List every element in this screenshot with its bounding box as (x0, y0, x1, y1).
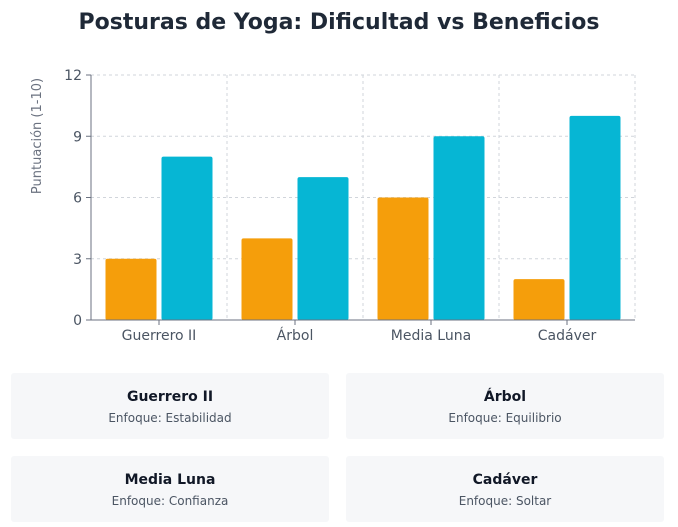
y-axis-label: Puntuación (1-10) (30, 78, 45, 194)
bar-series-1-3 (513, 279, 565, 320)
y-tick-label: 6 (73, 191, 82, 207)
y-tick-label: 9 (73, 129, 82, 145)
pose-card-cadaver: Cadáver Enfoque: Soltar (346, 456, 664, 522)
bar-series-2-1 (297, 177, 349, 320)
y-tick-label: 3 (73, 252, 82, 268)
pose-card-focus: Enfoque: Confianza (111, 494, 229, 508)
bar-series-1-0 (105, 258, 157, 320)
pose-card-focus: Enfoque: Equilibrio (448, 411, 562, 425)
pose-card-focus: Enfoque: Estabilidad (108, 411, 232, 425)
x-tick-label: Guerrero II (122, 328, 197, 344)
pose-card-title: Árbol (483, 389, 527, 405)
x-tick-label: Árbol (277, 327, 314, 344)
pose-card-title: Media Luna (124, 472, 216, 488)
bar-series-1-2 (377, 197, 429, 320)
pose-card-media-luna: Media Luna Enfoque: Confianza (11, 456, 329, 522)
bar-series-1-1 (241, 238, 293, 320)
bar-series-2-3 (569, 115, 621, 320)
x-tick-label: Media Luna (391, 328, 471, 344)
y-tick-label: 0 (73, 313, 82, 329)
pose-card-title: Cadáver (472, 472, 538, 488)
bar-chart: Puntuación (1-10) 0 3 6 9 12 Guerrero II Árbol… (30, 68, 636, 344)
pose-card-arbol: Árbol Enfoque: Equilibrio (346, 373, 664, 439)
pose-card-focus: Enfoque: Soltar (458, 494, 552, 508)
y-tick-label: 12 (64, 68, 82, 84)
pose-card-guerrero-ii: Guerrero II Enfoque: Estabilidad (11, 373, 329, 439)
bar-series-2-2 (433, 136, 485, 320)
bar-series-2-0 (161, 156, 213, 320)
chart-title: Posturas de Yoga: Dificultad vs Benefici… (78, 10, 600, 35)
pose-card-title: Guerrero II (126, 389, 214, 405)
x-tick-label: Cadáver (538, 328, 597, 344)
